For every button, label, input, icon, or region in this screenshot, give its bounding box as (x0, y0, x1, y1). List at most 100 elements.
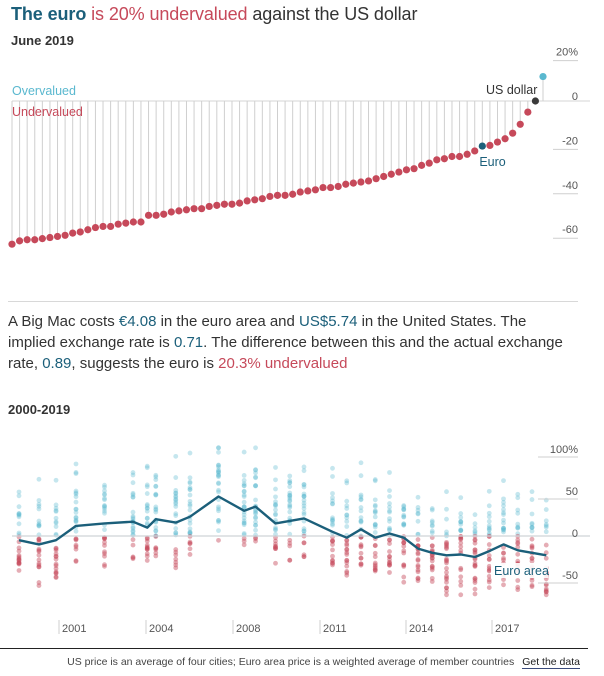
country-point (358, 555, 364, 561)
country-point (241, 538, 247, 544)
country-point (344, 547, 350, 553)
country-dot (46, 233, 54, 242)
country-dot (349, 179, 357, 187)
country-point (301, 468, 307, 474)
country-point (501, 527, 506, 533)
country-point (401, 562, 407, 568)
country-point (444, 573, 449, 579)
country-point (36, 522, 42, 528)
country-dot (342, 180, 350, 188)
y-tick-label: 0 (572, 528, 578, 540)
country-point (330, 521, 335, 527)
country-point (344, 569, 350, 574)
country-point (273, 546, 278, 552)
country-point (287, 557, 293, 563)
country-point (73, 499, 79, 505)
country-point (130, 555, 136, 561)
country-point (444, 546, 449, 552)
country-point (486, 566, 492, 571)
country-point (415, 494, 421, 500)
country-point (287, 495, 293, 501)
country-point (36, 476, 42, 482)
country-point (173, 530, 179, 536)
country-point (53, 554, 59, 560)
country-point (372, 503, 378, 509)
country-point (130, 492, 136, 498)
country-point (253, 467, 258, 473)
country-point (330, 522, 335, 528)
country-point (273, 502, 278, 507)
country-dot (61, 231, 69, 239)
country-point (415, 564, 421, 570)
country-point (472, 540, 478, 546)
country-point (401, 503, 407, 508)
country-point (372, 568, 378, 574)
country-point (344, 515, 350, 521)
country-point (301, 484, 307, 490)
country-point (216, 481, 221, 487)
country-point (372, 522, 378, 528)
country-point (153, 546, 159, 551)
country-point (73, 506, 79, 512)
country-point (501, 527, 506, 533)
country-point (344, 512, 350, 518)
country-point (216, 445, 221, 451)
country-dot (334, 182, 342, 191)
country-point (287, 537, 293, 543)
country-point (73, 519, 79, 525)
country-point (330, 474, 335, 479)
country-point (330, 501, 335, 507)
country-point (153, 506, 159, 512)
country-point (472, 528, 478, 534)
country-point (253, 511, 258, 517)
country-point (144, 520, 150, 526)
country-point (401, 514, 407, 520)
y-tick-label: -40 (562, 180, 578, 192)
country-point (253, 522, 258, 528)
country-point (187, 539, 193, 545)
country-dot (213, 201, 221, 209)
country-point (543, 589, 549, 595)
country-point (173, 493, 179, 499)
country-point (529, 525, 535, 531)
country-point (36, 537, 42, 542)
country-point (458, 574, 464, 580)
country-point (130, 513, 136, 519)
country-point (529, 520, 535, 526)
country-point (543, 582, 549, 588)
country-point (330, 538, 335, 544)
country-point (73, 491, 79, 497)
country-point (301, 528, 307, 534)
country-point (53, 574, 59, 580)
country-point (515, 584, 521, 590)
country-point (16, 493, 22, 499)
country-point (515, 540, 521, 545)
country-point (73, 546, 79, 552)
country-point (301, 531, 307, 537)
country-dot (144, 211, 153, 219)
country-dot (319, 183, 327, 192)
get-data-link[interactable]: Get the data (522, 656, 580, 669)
country-point (401, 564, 407, 569)
country-dot (23, 236, 31, 244)
country-point (16, 555, 22, 561)
country-point (387, 504, 392, 510)
country-point (301, 493, 307, 499)
country-point (486, 488, 492, 494)
country-point (543, 581, 549, 587)
country-dot (228, 200, 236, 208)
country-point (344, 512, 350, 518)
y-tick-label: 100% (550, 444, 578, 456)
country-point (501, 478, 506, 484)
x-tick-label: 2017 (495, 623, 519, 635)
country-point (53, 566, 59, 571)
country-point (515, 521, 521, 527)
country-point (330, 562, 335, 568)
description-text: A Big Mac costs €4.08 in the euro area a… (8, 311, 568, 374)
country-point (415, 510, 421, 516)
country-point (53, 519, 59, 525)
country-point (102, 491, 107, 497)
country-point (241, 488, 247, 494)
country-point (358, 473, 364, 479)
country-point (472, 575, 478, 581)
